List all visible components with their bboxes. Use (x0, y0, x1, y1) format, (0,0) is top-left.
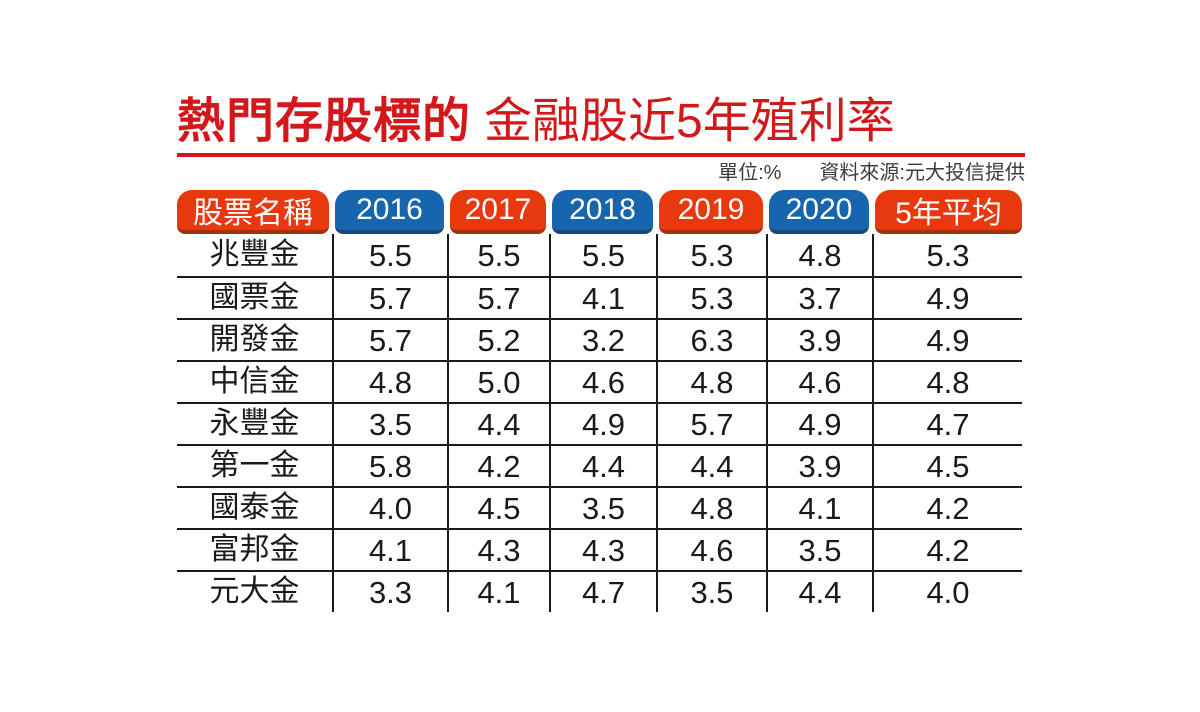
stock-name: 中信金 (177, 360, 332, 402)
page-title: 熱門存股標的 金融股近5年殖利率 (177, 94, 1037, 149)
title-emphasis: 熱門存股標的 (177, 95, 472, 148)
yield-value: 5.3 (656, 276, 766, 318)
yield-value: 3.5 (656, 570, 766, 612)
yield-value: 4.6 (766, 360, 872, 402)
yield-value: 4.4 (549, 444, 656, 486)
column-header-5yr-avg: 5年平均 (875, 190, 1022, 234)
yield-value: 5.7 (656, 402, 766, 444)
stock-name: 兆豐金 (209, 238, 300, 271)
yield-value: 4.8 (656, 486, 766, 528)
yield-value: 3.2 (549, 318, 656, 360)
column-header-2019: 2019 (659, 190, 763, 234)
yield-value: 5.7 (332, 318, 447, 360)
yield-value: 3.5 (332, 402, 447, 444)
source-label: 資料來源:元大投信提供 (819, 162, 1025, 184)
column-header-2016: 2016 (335, 190, 444, 234)
yield-value: 5.7 (332, 276, 447, 318)
yield-value: 4.9 (872, 318, 1022, 360)
yield-value: 4.4 (766, 570, 872, 612)
yield-value: 4.5 (447, 486, 549, 528)
yield-value: 3.5 (766, 528, 872, 570)
yield-value: 4.1 (766, 486, 872, 528)
column-header-2018: 2018 (552, 190, 653, 234)
yield-value: 5.3 (872, 234, 1022, 276)
yield-value: 4.8 (766, 234, 872, 276)
yield-value: 4.6 (549, 360, 656, 402)
yield-value: 4.8 (872, 360, 1022, 402)
yield-value: 4.5 (872, 444, 1022, 486)
unit-label: 單位:% (718, 162, 782, 184)
stock-name: 國票金 (177, 276, 332, 318)
stock-name: 富邦金 (177, 528, 332, 570)
yield-value: 5.2 (447, 318, 549, 360)
yield-value: 4.6 (656, 528, 766, 570)
column-header-stock-name: 股票名稱 (177, 190, 329, 234)
yield-value: 5.7 (447, 276, 549, 318)
yield-value: 3.9 (766, 318, 872, 360)
yield-value: 4.9 (872, 276, 1022, 318)
stock-name: 開發金 (177, 318, 332, 360)
yield-value: 3.3 (332, 570, 447, 612)
yield-value: 3.9 (766, 444, 872, 486)
yield-value: 4.9 (549, 402, 656, 444)
yield-value: 4.3 (447, 528, 549, 570)
yield-value: 5.0 (447, 360, 549, 402)
meta-row: 單位:% 資料來源:元大投信提供 (177, 161, 1025, 185)
yield-value: 4.4 (656, 444, 766, 486)
yield-value: 4.0 (872, 570, 1022, 612)
stock-name: 元大金 (177, 570, 332, 612)
yield-value: 4.0 (332, 486, 447, 528)
yield-value: 6.3 (656, 318, 766, 360)
stock-name: 第一金 (177, 444, 332, 486)
yield-value: 4.2 (447, 444, 549, 486)
yield-value: 4.8 (332, 360, 447, 402)
stock-name: 永豐金 (177, 402, 332, 444)
table-header-row: 股票名稱 2016 2017 2018 2019 2020 5年平均 (177, 190, 1022, 234)
column-header-2017: 2017 (450, 190, 546, 234)
yield-value: 5.3 (656, 234, 766, 276)
title-underline (177, 153, 1025, 157)
table-body: 兆豐金 5.5 5.5 5.5 5.3 4.8 5.3 國票金 5.7 5.7 4.1 5.3 3.7 4… (177, 234, 1022, 612)
yield-value: 5.8 (332, 444, 447, 486)
yield-value: 3.7 (766, 276, 872, 318)
column-header-2020: 2020 (769, 190, 869, 234)
stock-name: 國泰金 (177, 486, 332, 528)
yield-value: 4.1 (447, 570, 549, 612)
yield-value: 5.5 (447, 234, 549, 276)
yield-value: 5.5 (332, 234, 447, 276)
yield-table: 股票名稱 2016 2017 2018 2019 2020 5年平均 兆豐金 5.5 5.5 5.… (177, 190, 1022, 612)
yield-value: 4.2 (872, 486, 1022, 528)
yield-value: 4.3 (549, 528, 656, 570)
yield-value: 4.8 (656, 360, 766, 402)
yield-value: 4.7 (549, 570, 656, 612)
yield-value: 4.1 (332, 528, 447, 570)
title-rest: 金融股近5年殖利率 (484, 95, 895, 148)
yield-value: 3.5 (549, 486, 656, 528)
yield-value: 4.1 (549, 276, 656, 318)
yield-value: 5.5 (549, 234, 656, 276)
yield-value: 4.7 (872, 402, 1022, 444)
yield-value: 4.9 (766, 402, 872, 444)
yield-value: 4.4 (447, 402, 549, 444)
yield-value: 4.2 (872, 528, 1022, 570)
